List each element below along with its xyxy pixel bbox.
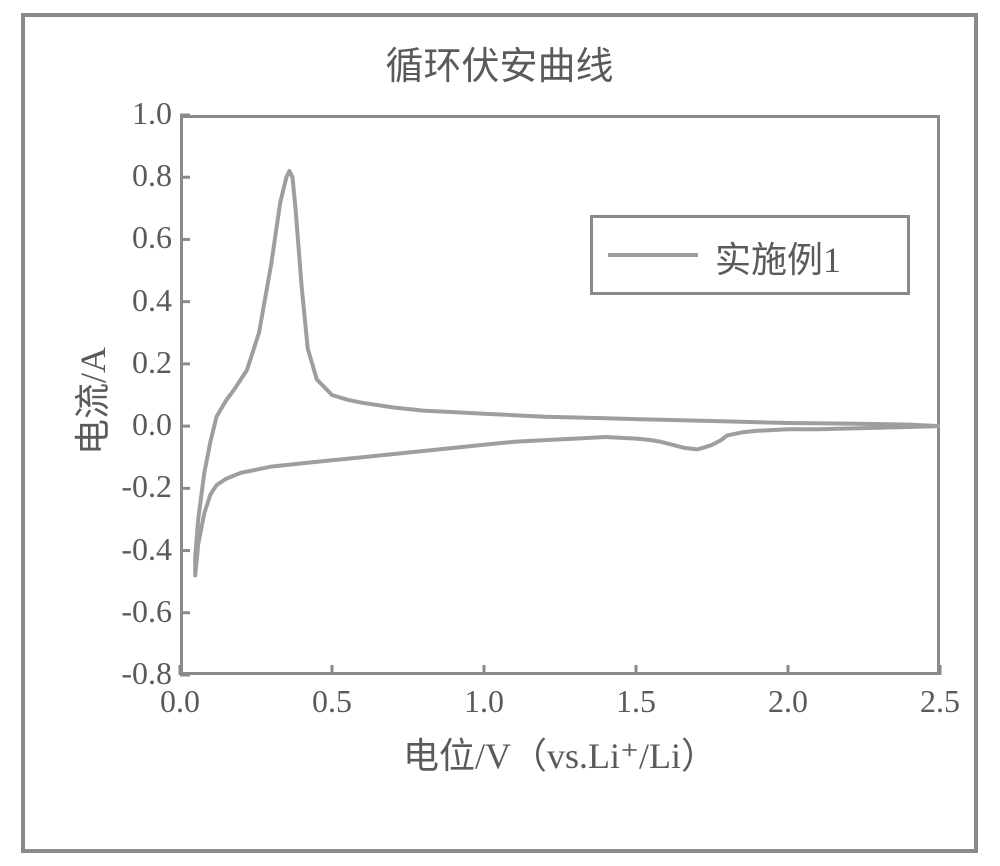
- y-tick-label: -0.6: [92, 593, 172, 630]
- x-tick-label: 2.0: [748, 683, 828, 720]
- y-tick-label: 0.8: [92, 157, 172, 194]
- legend-swatch: [608, 253, 698, 257]
- y-tick-label: -0.8: [92, 655, 172, 692]
- y-tick-label: 1.0: [92, 95, 172, 132]
- x-tick-label: 2.5: [900, 683, 980, 720]
- x-tick-label: 1.0: [444, 683, 524, 720]
- y-tick-label: -0.4: [92, 531, 172, 568]
- y-axis-label: 电流/A: [64, 321, 116, 481]
- x-axis-label: 电位/V（vs.Li⁺/Li）: [180, 727, 940, 779]
- y-tick-label: 0.4: [92, 282, 172, 319]
- x-tick-label: 0.5: [292, 683, 372, 720]
- legend-label: 实施例1: [715, 231, 841, 283]
- y-tick-label: 0.6: [92, 219, 172, 256]
- x-tick-label: 1.5: [596, 683, 676, 720]
